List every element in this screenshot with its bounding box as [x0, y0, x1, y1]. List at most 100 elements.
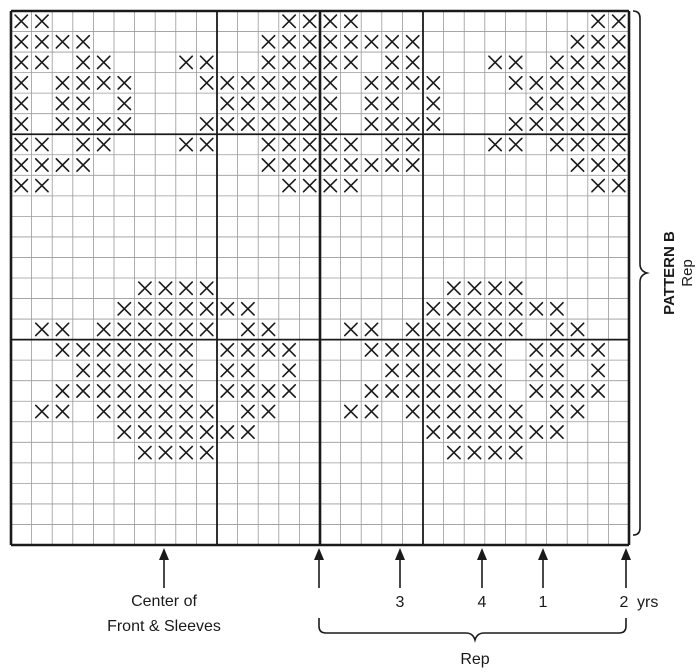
stitch-x — [405, 404, 420, 419]
stitch-x — [591, 383, 606, 398]
stitch-x — [488, 425, 503, 440]
stitch-x — [240, 363, 255, 378]
stitch-x — [549, 404, 564, 419]
stitch-x — [282, 158, 297, 172]
stitch-x — [570, 55, 585, 70]
stitch-x — [96, 137, 111, 152]
stitch-x — [488, 322, 503, 337]
stitch-x — [323, 75, 338, 90]
stitch-x — [240, 425, 255, 440]
stitch-x — [55, 342, 70, 357]
stitch-x — [549, 301, 564, 316]
stitch-x — [508, 117, 523, 131]
stitch-x — [467, 383, 482, 398]
stitch-x — [323, 34, 338, 49]
stitch-x — [570, 383, 585, 398]
stitch-marks — [14, 14, 626, 460]
stitch-x — [323, 117, 338, 131]
stitch-x — [446, 281, 461, 296]
stitch-x — [343, 178, 358, 193]
stitch-x — [611, 158, 626, 172]
stitch-x — [34, 322, 49, 337]
stitch-x — [137, 281, 152, 296]
stitch-x — [55, 34, 70, 49]
stitch-x — [549, 322, 564, 337]
stitch-x — [343, 137, 358, 152]
stitch-x — [240, 301, 255, 316]
stitch-x — [55, 383, 70, 398]
stitch-x — [364, 383, 379, 398]
stitch-x — [137, 425, 152, 440]
stitch-x — [611, 55, 626, 70]
stitch-x — [282, 34, 297, 49]
stitch-x — [282, 117, 297, 131]
stitch-x — [385, 117, 400, 131]
stitch-x — [240, 383, 255, 398]
bottom-rep-brace — [318, 618, 627, 643]
stitch-x — [426, 75, 441, 90]
stitch-x — [179, 342, 194, 357]
stitch-x — [117, 363, 132, 378]
stitch-x — [405, 55, 420, 70]
stitch-x — [302, 34, 317, 49]
center-label-line1: Center of — [131, 593, 197, 610]
stitch-x — [591, 55, 606, 70]
stitch-x — [343, 404, 358, 419]
stitch-x — [199, 137, 214, 152]
stitch-x — [467, 425, 482, 440]
stitch-x — [426, 117, 441, 131]
stitch-x — [240, 322, 255, 337]
stitch-x — [549, 363, 564, 378]
stitch-x — [199, 445, 214, 460]
stitch-x — [282, 342, 297, 357]
stitch-x — [426, 425, 441, 440]
stitch-x — [426, 383, 441, 398]
stitch-x — [570, 96, 585, 111]
stitch-x — [405, 322, 420, 337]
center-label-line2: Front & Sleeves — [107, 618, 221, 635]
stitch-x — [302, 178, 317, 193]
stitch-x — [14, 96, 29, 111]
stitch-x — [611, 117, 626, 131]
stitch-x — [611, 137, 626, 152]
stitch-x — [611, 34, 626, 49]
stitch-x — [570, 137, 585, 152]
stitch-x — [591, 75, 606, 90]
stitch-x — [117, 322, 132, 337]
stitch-x — [570, 322, 585, 337]
stitch-x — [385, 55, 400, 70]
stitch-x — [96, 75, 111, 90]
stitch-x — [220, 425, 235, 440]
stitch-x — [261, 55, 276, 70]
stitch-x — [96, 383, 111, 398]
stitch-x — [405, 363, 420, 378]
stitch-x — [117, 96, 132, 111]
stitch-x — [385, 383, 400, 398]
stitch-x — [611, 96, 626, 111]
stitch-x — [261, 404, 276, 419]
stitch-x — [261, 96, 276, 111]
stitch-x — [385, 96, 400, 111]
pattern-b-label: PATTERN B — [661, 231, 678, 315]
stitch-x — [549, 137, 564, 152]
stitch-x — [76, 96, 91, 111]
stitch-x — [446, 425, 461, 440]
stitch-x — [34, 404, 49, 419]
stitch-x — [549, 342, 564, 357]
stitch-x — [570, 158, 585, 172]
stitch-x — [240, 342, 255, 357]
stitch-x — [179, 383, 194, 398]
stitch-x — [570, 75, 585, 90]
stitch-x — [261, 322, 276, 337]
stitch-x — [611, 178, 626, 193]
stitch-x — [426, 363, 441, 378]
stitch-x — [199, 117, 214, 131]
stitch-x — [549, 96, 564, 111]
stitch-x — [199, 55, 214, 70]
stitch-x — [14, 137, 29, 152]
stitch-x — [302, 137, 317, 152]
stitch-x — [385, 137, 400, 152]
stitch-x — [364, 96, 379, 111]
stitch-x — [14, 75, 29, 90]
stitch-x — [405, 158, 420, 172]
